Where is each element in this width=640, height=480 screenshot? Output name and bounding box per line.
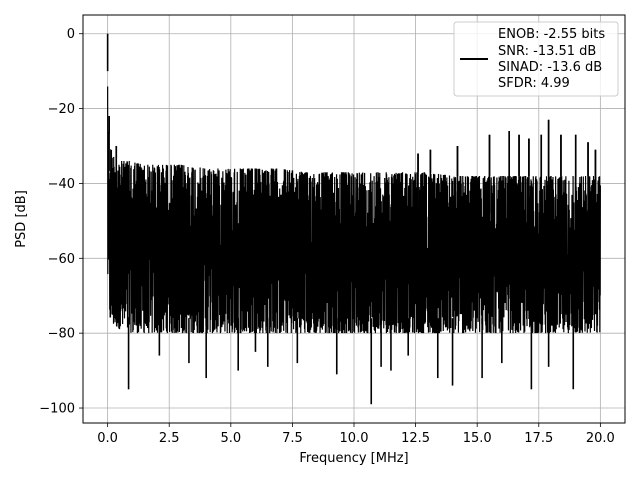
y-tick-label: −80 — [48, 327, 75, 342]
legend-sfdr: SFDR: 4.99 — [498, 76, 570, 91]
y-tick-label: −100 — [39, 402, 75, 417]
y-axis-ticks: 0 −20 −40 −60 −80 −100 — [39, 27, 83, 417]
psd-trace — [106, 33, 601, 405]
x-tick-label: 15.0 — [463, 431, 492, 446]
x-tick-label: 5.0 — [220, 431, 241, 446]
x-tick-label: 17.5 — [524, 431, 553, 446]
legend-enob: ENOB: -2.55 bits — [498, 27, 605, 42]
x-tick-label: 7.5 — [282, 431, 303, 446]
legend-snr: SNR: -13.51 dB — [498, 44, 596, 59]
y-axis-label: PSD [dB] — [14, 190, 29, 248]
x-tick-label: 2.5 — [159, 431, 180, 446]
legend-box — [453, 21, 619, 97]
y-tick-label: −60 — [48, 252, 75, 267]
x-tick-label: 12.5 — [401, 431, 430, 446]
y-tick-label: −40 — [48, 177, 75, 192]
legend: ENOB: -2.55 bits SNR: -13.51 dB SINAD: -… — [453, 21, 619, 97]
psd-noise-trace — [107, 86, 601, 334]
y-tick-label: −20 — [48, 102, 75, 117]
legend-sinad: SINAD: -13.6 dB — [498, 60, 602, 75]
x-tick-label: 0.0 — [97, 431, 118, 446]
x-tick-label: 20.0 — [586, 431, 615, 446]
x-axis-ticks: 0.0 2.5 5.0 7.5 10.0 12.5 15.0 17.5 20.0 — [97, 423, 615, 446]
y-tick-label: 0 — [67, 27, 75, 42]
plot-area — [106, 33, 601, 405]
x-axis-label: Frequency [MHz] — [299, 451, 408, 466]
x-tick-label: 10.0 — [340, 431, 369, 446]
